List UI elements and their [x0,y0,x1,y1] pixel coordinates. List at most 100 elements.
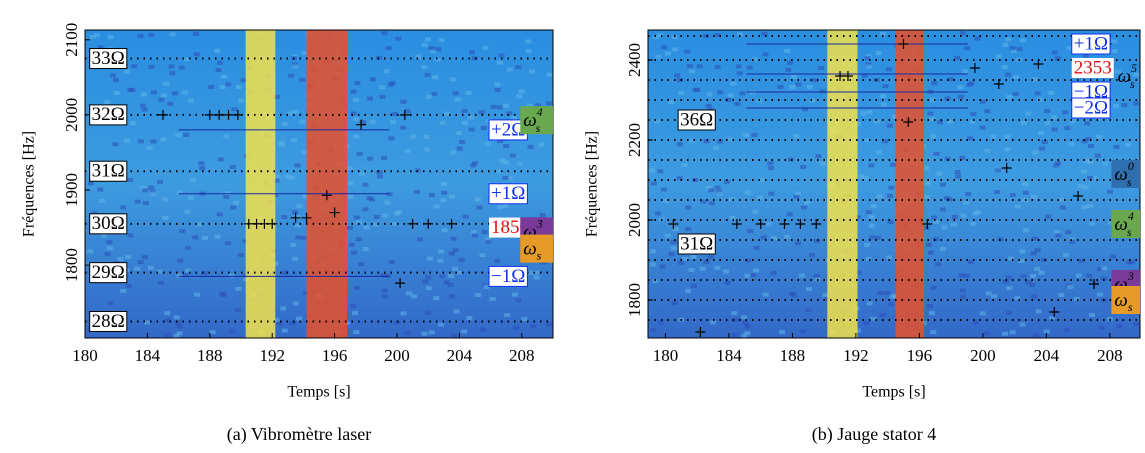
noise [438,38,445,43]
noise [359,171,366,176]
noise [1001,331,1008,336]
noise [219,84,226,89]
noise [235,286,242,291]
noise [1005,37,1012,42]
noise [1081,169,1088,174]
noise [688,268,695,273]
detection-marker [321,190,332,201]
noise [521,317,528,322]
noise [1062,253,1069,258]
noise [1021,198,1028,203]
noise [214,234,221,239]
noise [381,31,388,36]
noise [302,291,309,296]
noise [1057,197,1064,202]
noise [958,273,965,278]
noise [120,205,127,210]
noise [954,55,961,60]
noise [688,138,695,143]
noise [454,97,461,102]
noise [1069,119,1076,124]
noise [366,96,373,101]
annotation-label: +1Ω [1074,33,1108,54]
noise [354,81,361,86]
noise [735,64,742,69]
noise [452,266,459,271]
noise [1021,120,1028,125]
noise [425,94,432,99]
noise [1116,324,1123,329]
noise [802,107,809,112]
noise [1059,205,1066,210]
noise [181,90,188,95]
noise [800,164,807,169]
noise [160,137,167,142]
detection-marker [290,212,301,223]
noise [692,177,699,182]
noise [217,60,224,65]
noise [525,49,532,54]
noise [530,324,537,329]
annotation-label: 36Ω [680,109,713,130]
noise [864,138,871,143]
noise [939,207,946,212]
noise [1002,42,1009,47]
noise [130,121,137,126]
noise [484,237,491,242]
noise [461,329,468,334]
noise [127,177,134,182]
noise [946,197,953,202]
noise [301,50,308,55]
noise [854,328,861,333]
noise [276,321,283,326]
noise [509,153,516,158]
noise [164,333,171,338]
noise [1069,239,1076,244]
noise [456,270,463,275]
noise [741,333,748,338]
noise [972,211,979,216]
noise [879,313,886,318]
noise [441,190,448,195]
noise [450,236,457,241]
noise [753,245,760,250]
noise [378,85,385,90]
noise [1100,276,1107,281]
noise [190,177,197,182]
noise [657,320,664,325]
noise [533,270,540,275]
noise [142,188,149,193]
noise [369,77,376,82]
x-tick-label: 200 [970,346,996,365]
noise [291,210,298,215]
x-tick-label: 180 [653,346,679,365]
noise [708,201,715,206]
noise [973,320,980,325]
annotation-label: 2353 [1074,57,1112,78]
noise [106,240,113,245]
noise [296,316,303,321]
annotation-label: +1Ω [491,183,525,204]
noise [233,200,240,205]
noise [381,288,388,293]
noise [800,205,807,210]
noise [235,85,242,90]
noise [813,273,820,278]
noise [672,227,679,232]
noise [1009,330,1016,335]
y-tick-label: 2100 [62,23,81,57]
noise [1101,266,1108,271]
noise [384,200,391,205]
noise [379,94,386,99]
noise [382,213,389,218]
noise [870,204,877,209]
noise [289,175,296,180]
x-tick-label: 196 [322,346,348,365]
noise [291,138,298,143]
noise [865,64,872,69]
noise [932,237,939,242]
spectrogram-background [648,30,1140,338]
noise [1004,147,1011,152]
noise [296,204,303,209]
noise [793,134,800,139]
